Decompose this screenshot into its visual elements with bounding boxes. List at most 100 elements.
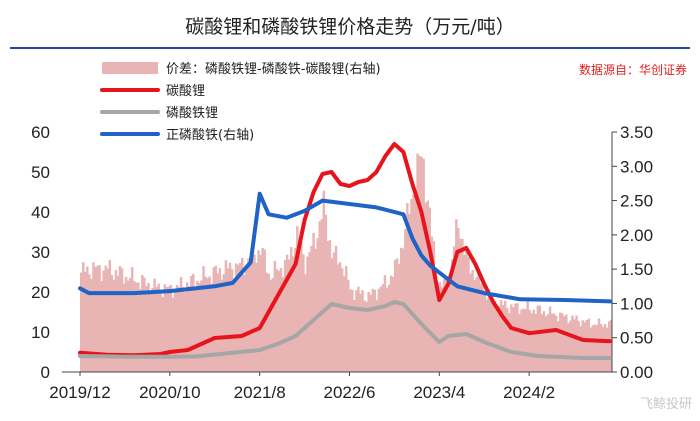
spread-bar [385, 287, 389, 372]
spread-bar [210, 283, 213, 372]
spread-bar [493, 301, 497, 372]
spread-bar [426, 200, 429, 372]
spread-bar [249, 260, 252, 372]
spread-bar [292, 256, 295, 372]
spread-bar [320, 219, 323, 372]
spread-bar [512, 307, 515, 372]
spread-bar [440, 287, 444, 372]
spread-bar [408, 213, 411, 372]
spread-bar [198, 283, 201, 372]
spread-bar [298, 241, 301, 372]
spread-bar [361, 290, 364, 372]
spread-bar [92, 262, 95, 372]
spread-bar [542, 311, 546, 372]
x-tick-label: 2021/8 [234, 383, 286, 402]
spread-bar [243, 274, 246, 372]
spread-bar [183, 291, 187, 372]
spread-bar [312, 232, 315, 372]
spread-bar [501, 305, 505, 372]
spread-bar [149, 293, 152, 372]
spread-bar [263, 249, 266, 372]
spread-bar [451, 259, 454, 372]
spread-bar [259, 254, 262, 372]
spread-bar [279, 268, 283, 372]
watermark: 飞鲸投研 [640, 396, 692, 412]
spread-bar [347, 279, 350, 372]
spread-bar [255, 262, 258, 372]
spread-area-layer [80, 153, 613, 372]
spread-bar [522, 308, 525, 372]
y-left-tick-label: 40 [31, 203, 50, 222]
spread-bar [389, 275, 393, 372]
spread-bar [595, 325, 599, 372]
spread-bar [471, 270, 474, 372]
spread-bar [369, 294, 372, 372]
spread-bar [251, 244, 254, 372]
spread-bar [226, 268, 230, 372]
spread-bar [518, 314, 521, 372]
spread-bar [365, 301, 368, 372]
spread-bar [379, 286, 383, 372]
spread-bar [410, 199, 413, 372]
spread-bar [340, 268, 344, 372]
spread-bar [88, 274, 91, 372]
spread-bar [100, 281, 103, 372]
spread-bar [363, 300, 366, 372]
spread-bar [202, 266, 205, 372]
spread-bar [473, 280, 476, 372]
y-right-tick-label: 0.50 [620, 329, 653, 348]
spread-bar [267, 273, 270, 372]
spread-bar [597, 318, 601, 372]
spread-bar [412, 194, 415, 372]
spread-bar [536, 305, 540, 372]
spread-bar [206, 278, 209, 372]
spread-bar [599, 323, 603, 372]
spread-bar [308, 252, 311, 372]
spread-bar [404, 229, 407, 372]
spread-bar [357, 286, 360, 372]
spread-bar [112, 279, 116, 372]
spread-bar [485, 299, 489, 372]
spread-bar [80, 272, 83, 372]
spread-bar [406, 203, 409, 372]
spread-bar [232, 279, 236, 372]
spread-bar [287, 259, 291, 372]
spread-bar [257, 250, 260, 372]
spread-bar [289, 247, 293, 372]
spread-bar [422, 158, 425, 372]
spread-bar [593, 324, 597, 372]
spread-bar [546, 314, 550, 372]
spread-bar [133, 280, 136, 372]
spread-bar [310, 245, 313, 372]
spread-bar [414, 195, 417, 372]
spread-bar [495, 311, 499, 372]
spread-bar [147, 282, 150, 372]
spread-bar [349, 289, 352, 372]
legend-label: 磷酸铁锂 [166, 106, 218, 121]
chart-title: 碳酸锂和磷酸铁锂价格走势（万元/吨） [185, 16, 514, 38]
spread-bar [565, 314, 568, 372]
spread-bar [444, 276, 448, 372]
y-right-tick-label: 3.50 [620, 123, 653, 142]
spread-bar [573, 319, 576, 372]
spread-bar [208, 276, 211, 372]
spread-bar [610, 319, 613, 372]
spread-bar [314, 248, 317, 372]
spread-bar [436, 283, 440, 372]
spread-bar [489, 294, 493, 372]
spread-bar [239, 262, 242, 372]
spread-bar [532, 309, 535, 372]
spread-bar [104, 265, 107, 372]
spread-bar [575, 315, 578, 372]
spread-bar [334, 245, 338, 372]
spread-bar [294, 248, 297, 372]
spread-bar [475, 277, 478, 372]
spread-bar [577, 320, 580, 372]
spread-bar [383, 275, 387, 372]
x-tick-label: 2020/10 [139, 383, 200, 402]
spread-bar [204, 276, 207, 372]
spread-bar [82, 262, 85, 372]
spread-bar [528, 310, 531, 372]
spread-bar [218, 268, 222, 372]
spread-bar [102, 270, 105, 372]
